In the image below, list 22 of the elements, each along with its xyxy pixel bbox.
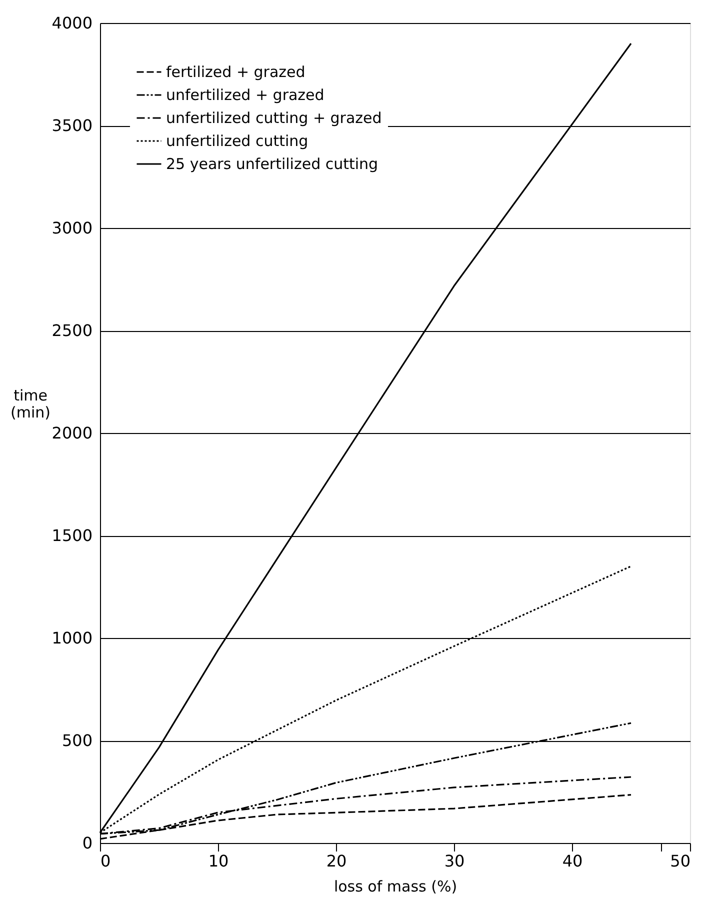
x-axis-title: loss of mass (%) (334, 878, 458, 896)
legend-label: unfertilized cutting (166, 132, 308, 150)
legend-label: fertilized + grazed (166, 63, 306, 81)
legend-label: unfertilized cutting + grazed (166, 109, 382, 127)
x-tick-label: 10 (208, 852, 229, 870)
y-tick-label: 3500 (52, 116, 92, 135)
y-tick-label: 4000 (52, 14, 92, 32)
x-tick-label: 20 (326, 852, 347, 870)
y-tick-label: 2500 (52, 321, 92, 340)
y-tick-label: 1000 (52, 628, 92, 648)
x-tick-label: 50 (670, 852, 690, 870)
x-tick-label: 0 (100, 852, 111, 870)
legend-label: unfertilized + grazed (166, 86, 324, 104)
y-tick-label: 3000 (52, 218, 92, 238)
y-tick-label: 500 (62, 731, 92, 750)
legend-label: 25 years unfertilized cutting (166, 155, 378, 173)
y-tick-label: 2000 (52, 424, 92, 442)
y-axis-title: time (min) (10, 386, 50, 422)
y-tick-label: 1500 (52, 526, 92, 545)
x-tick-label: 30 (444, 852, 465, 870)
x-tick-label: 40 (562, 852, 583, 870)
y-tick-label: 0 (82, 834, 92, 852)
